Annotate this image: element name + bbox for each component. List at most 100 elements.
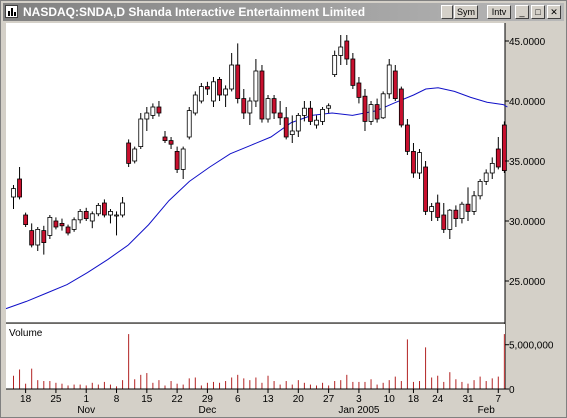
candle [289,115,295,143]
candle [259,65,265,123]
month-label: Feb [478,405,496,416]
time-tick-label: 1 [83,394,89,405]
candle-body [350,58,356,86]
candle [77,209,83,224]
candle [144,107,150,131]
moving-average-layer [5,87,508,310]
candle [53,217,59,230]
candle [102,199,107,218]
candle [501,121,507,173]
candle [138,113,144,149]
candle [495,137,501,170]
candle-body [362,95,368,122]
candle [132,146,138,164]
candle-body [120,202,125,216]
candle-body [344,40,350,60]
candle [386,59,392,99]
candle [235,43,241,104]
candle [23,212,29,227]
candle [344,35,350,65]
candle [168,137,174,149]
candle-body [77,210,83,221]
candle-body [453,209,459,219]
candle [320,107,325,125]
candle-body [392,70,398,100]
price-tick-label: 25.0000 [509,277,546,288]
symbol-button[interactable]: Sym [454,5,478,19]
candle [192,91,198,116]
candle [186,107,192,140]
volume-tick-label: 0 [509,385,515,396]
volume-tick-label: 5,000,000 [509,341,554,352]
candle [398,86,404,128]
candle [205,81,210,95]
candle-body [71,219,77,230]
price-tick-label: 30.0000 [509,217,546,228]
candle-body [477,180,483,197]
candle-body [332,55,338,76]
time-tick-label: 25 [50,394,62,405]
candle [83,207,89,221]
window-options-button[interactable] [441,5,453,19]
candle [198,83,204,104]
candle [174,146,180,173]
candle-body [423,166,428,212]
candle [120,197,125,218]
candle-body [326,105,332,109]
candle-body [235,64,241,99]
candle-body [429,206,435,212]
time-tick-label: 24 [432,394,444,405]
candle [350,53,356,89]
candle [368,101,374,125]
candle-body [320,109,325,122]
candle-body [29,230,35,246]
candle [89,211,95,229]
time-tick-label: 15 [141,394,153,405]
candle [489,157,495,179]
candle [247,97,253,125]
candle [332,50,338,77]
candle [180,146,186,179]
candle [41,225,47,255]
candle [301,101,307,122]
candle [362,89,368,131]
candle [308,101,313,125]
candle [326,103,332,113]
candle-body [489,162,495,174]
candle [392,65,398,101]
candle-body [47,216,53,236]
candle [295,113,301,137]
candle [108,209,113,224]
title-bar[interactable]: NASDAQ:SNDA,D Shanda Interactive Enterta… [3,3,564,21]
candle-body [144,112,150,120]
chart-app-icon [5,5,18,18]
time-tick-label: 6 [235,394,241,405]
minimize-icon[interactable]: _ [515,5,529,19]
interval-button[interactable]: Intv [487,5,511,19]
candle-body [253,70,259,102]
candle-body [404,124,410,152]
time-tick-label: 29 [202,394,214,405]
candle [114,211,119,236]
candle [423,161,428,215]
candle-body [186,110,192,138]
candle [253,59,259,107]
candle [283,107,289,140]
candle [338,35,344,65]
candle-body [259,70,265,120]
candle-body [168,140,174,145]
candle-body [180,148,186,170]
candle [404,119,410,155]
candle [447,209,453,239]
close-icon[interactable]: ✕ [547,5,561,19]
candle-body [205,86,210,90]
volume-panel-title: Volume [9,328,43,339]
candle [277,101,283,125]
candle [47,215,53,239]
maximize-icon[interactable]: □ [531,5,545,19]
candle [150,103,156,119]
candle [241,89,247,119]
candle [229,53,235,92]
candle-body [386,64,392,95]
